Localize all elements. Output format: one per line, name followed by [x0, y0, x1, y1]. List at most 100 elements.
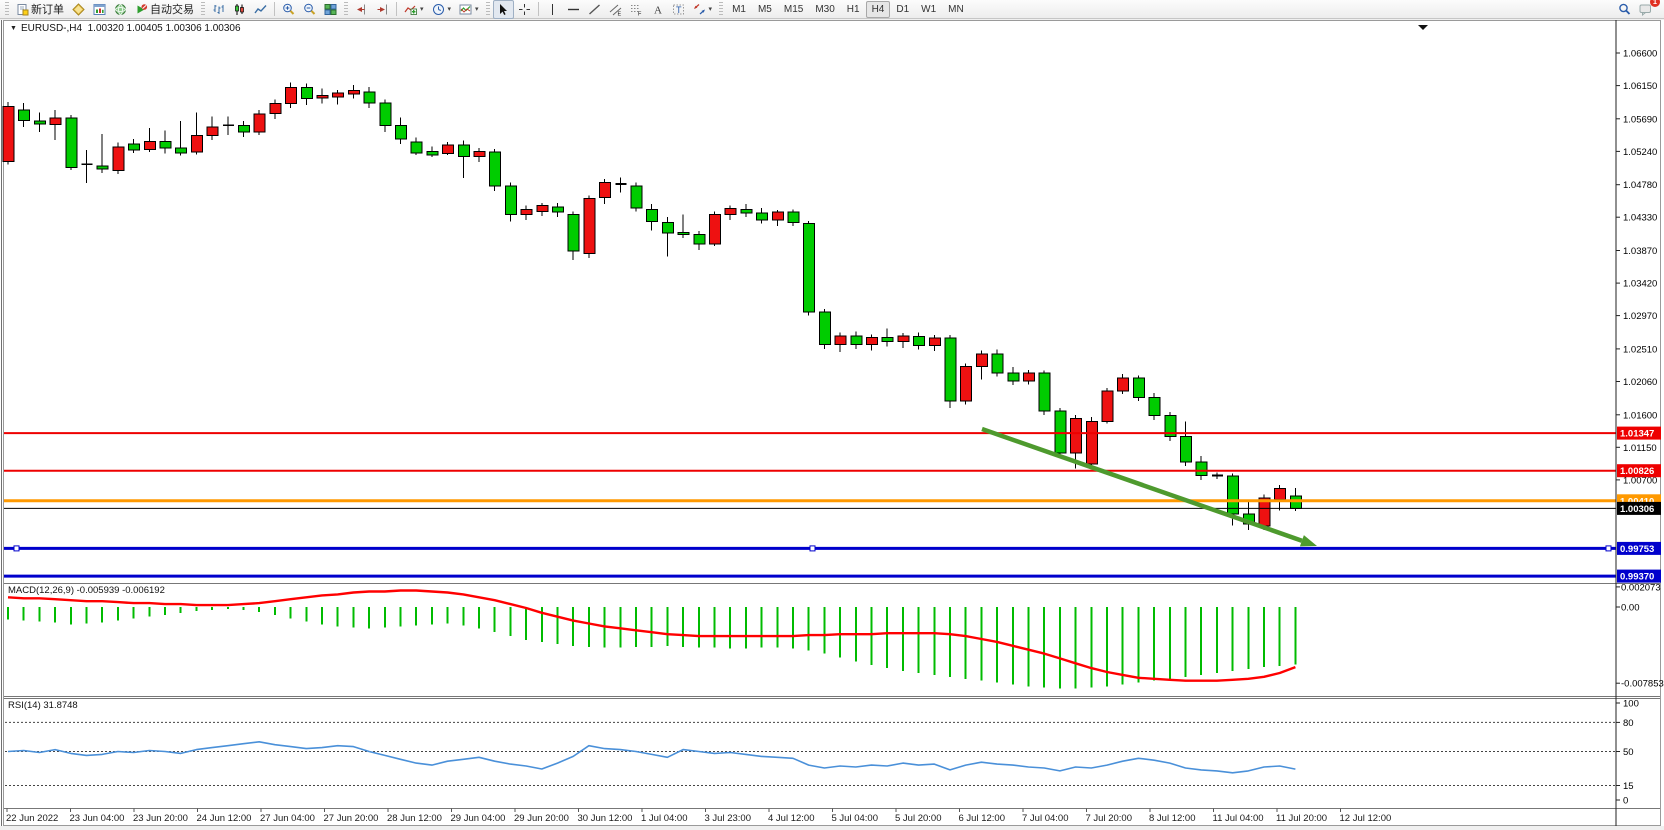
line-handle[interactable] [809, 545, 816, 552]
svg-text:15: 15 [1623, 781, 1634, 792]
timeframe-m30-button[interactable]: M30 [815, 3, 835, 15]
chart-title: ▼ EURUSD-,H4 1.00320 1.00405 1.00306 1.00… [10, 23, 241, 34]
indicators-button[interactable]: ▾ [400, 0, 428, 19]
marketwatch-button[interactable] [68, 0, 89, 19]
new-order-button[interactable]: 新订单 [12, 0, 68, 19]
chevron-down-icon[interactable]: ▼ [10, 25, 17, 32]
arrows-button[interactable]: ▾ [689, 0, 717, 19]
svg-text:A: A [654, 4, 662, 16]
timeframe-w1-button[interactable]: W1 [921, 3, 937, 15]
vline-icon [551, 3, 553, 15]
autotrade-button[interactable]: 自动交易 [131, 0, 198, 19]
svg-text:1.03420: 1.03420 [1623, 279, 1657, 290]
crosshair-button[interactable] [514, 0, 535, 19]
candle-chart-icon [235, 3, 244, 15]
svg-text:11 Jul 04:00: 11 Jul 04:00 [1213, 813, 1264, 824]
rsi-indicator-label: RSI(14) 31.8748 [8, 700, 78, 711]
indicator-add-icon [404, 5, 417, 15]
chart-window-frame [3, 20, 1661, 826]
price-badge: 1.00826 [1617, 464, 1661, 478]
toolbar-grip [485, 2, 490, 16]
templates-button[interactable]: ▾ [455, 0, 483, 19]
cursor-button[interactable] [492, 0, 514, 19]
svg-text:4 Jul 12:00: 4 Jul 12:00 [768, 813, 814, 824]
chart-shift-icon [357, 4, 365, 14]
timeframe-m15-button[interactable]: M15 [783, 3, 804, 15]
svg-text:1.05690: 1.05690 [1623, 114, 1657, 125]
toolbar-grip [344, 2, 348, 16]
label-button[interactable]: T [668, 0, 689, 19]
line-chart-button[interactable] [250, 0, 271, 19]
svg-text:80: 80 [1623, 718, 1634, 729]
text-icon: A [654, 4, 662, 16]
text-button[interactable]: A [647, 0, 668, 19]
zoom-in-icon [283, 3, 295, 15]
hline-icon [567, 8, 579, 10]
svg-text:7 Jul 20:00: 7 Jul 20:00 [1086, 813, 1132, 824]
search-button[interactable] [1614, 0, 1635, 19]
timeframe-m1-button[interactable]: M1 [732, 3, 746, 15]
line-handle[interactable] [13, 545, 20, 552]
periods-button[interactable]: ▾ [428, 0, 456, 19]
trend-arrow-annotation[interactable] [981, 426, 1317, 547]
price-axis-labels: 1.06600 1.06150 1.05690 1.05240 1.04780 1.043… [1616, 49, 1664, 807]
chart-window-button[interactable] [89, 0, 110, 19]
svg-text:1.00826: 1.00826 [1620, 466, 1654, 477]
svg-text:0.99370: 0.99370 [1620, 572, 1654, 583]
fibo-button[interactable]: F [626, 0, 647, 19]
cursor-icon [499, 3, 507, 15]
vline-button[interactable] [542, 0, 563, 19]
svg-text:E: E [617, 11, 621, 16]
bar-chart-button[interactable] [208, 0, 229, 19]
price-badge: 1.01347 [1617, 426, 1661, 440]
svg-text:28 Jun 12:00: 28 Jun 12:00 [387, 813, 442, 824]
trendline-icon [588, 3, 600, 15]
svg-text:1.01600: 1.01600 [1623, 410, 1657, 421]
chart-shift-button[interactable] [351, 0, 372, 19]
hline-button[interactable] [563, 0, 584, 19]
timeframe-d1-button[interactable]: D1 [896, 3, 910, 15]
timeframe-m5-button[interactable]: M5 [757, 3, 772, 15]
notification-badge: 1 [1650, 0, 1660, 7]
line-handle[interactable] [1605, 545, 1612, 552]
timeframe-mn-button[interactable]: MN [948, 3, 964, 15]
timeframe-h1-button[interactable]: H1 [846, 3, 860, 15]
svg-text:50: 50 [1623, 747, 1634, 758]
svg-text:1 Jul 04:00: 1 Jul 04:00 [641, 813, 687, 824]
svg-text:22 Jun 2022: 22 Jun 2022 [6, 813, 58, 824]
price-badge: 0.99753 [1617, 541, 1661, 555]
navigator-button[interactable] [110, 0, 131, 19]
chat-button[interactable]: 1 [1635, 0, 1660, 19]
svg-text:29 Jun 20:00: 29 Jun 20:00 [514, 813, 569, 824]
channel-button[interactable]: E [605, 0, 626, 19]
chart-background [0, 20, 1664, 826]
svg-text:1.00410: 1.00410 [1620, 496, 1654, 507]
candle-chart-button[interactable] [229, 0, 250, 19]
chat-icon [1639, 4, 1651, 16]
zoom-out-button[interactable] [299, 0, 320, 19]
trendline-button[interactable] [584, 0, 605, 19]
toolbar-grip [719, 2, 724, 16]
tile-windows-icon [324, 3, 337, 15]
label-icon: T [672, 4, 684, 15]
auto-scroll-icon [377, 4, 387, 14]
toolbar-grip [201, 2, 205, 16]
svg-text:7 Jul 04:00: 7 Jul 04:00 [1022, 813, 1068, 824]
zoom-in-button[interactable] [278, 0, 299, 19]
svg-text:23 Jun 20:00: 23 Jun 20:00 [133, 813, 188, 824]
tile-windows-button[interactable] [320, 0, 341, 19]
svg-text:8 Jul 12:00: 8 Jul 12:00 [1149, 813, 1195, 824]
svg-text:5 Jul 04:00: 5 Jul 04:00 [832, 813, 878, 824]
template-icon [459, 4, 472, 14]
auto-scroll-button[interactable] [372, 0, 393, 19]
macd-signal-line [7, 589, 1296, 682]
svg-text:0.99753: 0.99753 [1620, 544, 1654, 555]
autotrade-icon [137, 3, 148, 13]
main-toolbar: 新订单 自动交易 ▾ ▾ ▾ E F A T ▾ M1 M5 M15 M30 H1 H4 D1 W1 MN 1 [0, 0, 1664, 19]
svg-text:1.01347: 1.01347 [1620, 429, 1654, 440]
latest-bar-marker-icon [1418, 25, 1428, 30]
svg-text:1.00306: 1.00306 [1620, 504, 1654, 515]
timeframe-h4-button[interactable]: H4 [865, 0, 891, 18]
svg-text:12 Jul 12:00: 12 Jul 12:00 [1340, 813, 1392, 824]
